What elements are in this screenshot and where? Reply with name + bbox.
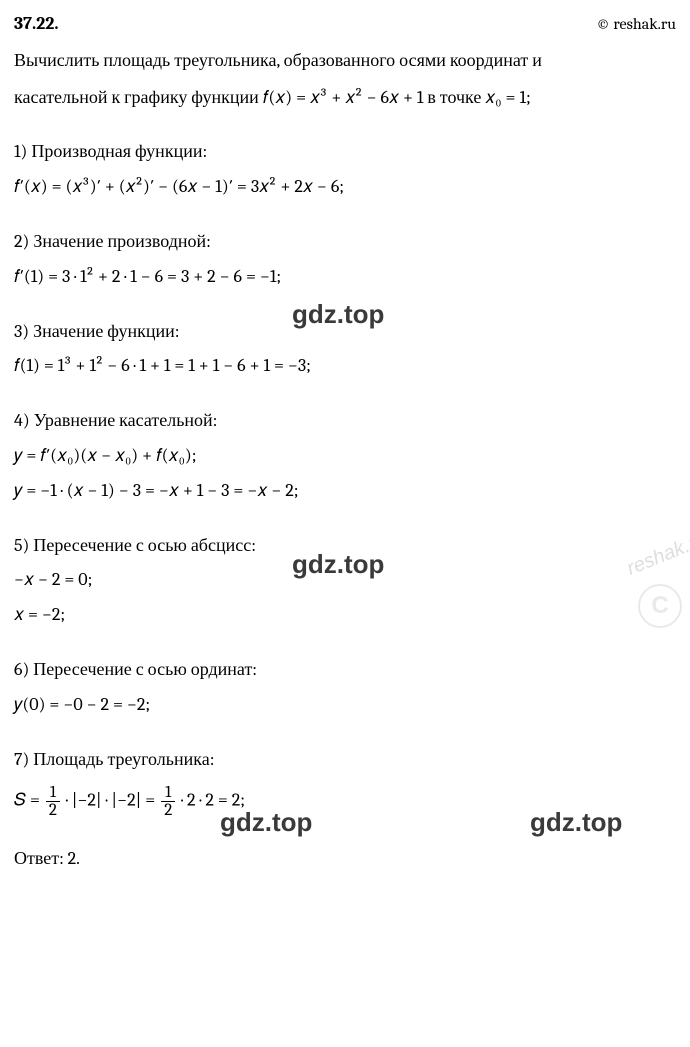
step4-title: 4) Уравнение касательной:: [14, 407, 676, 436]
step7-title: 7) Площадь треугольника:: [14, 746, 676, 775]
problem-number: 37.22.: [14, 10, 59, 39]
copyright-text: © reshak.ru: [596, 12, 676, 38]
step4-equation1: 𝑦 = 𝑓′(𝑥₀)(𝑥 − 𝑥₀) + 𝑓(𝑥₀);: [14, 442, 676, 471]
step4-equation2: 𝑦 = −1 · (𝑥 − 1) − 3 = −𝑥 + 1 − 3 = −𝑥 −…: [14, 477, 676, 506]
step5-title: 5) Пересечение с осью абсцисс:: [14, 532, 676, 561]
step7-mid1: · |−2| · |−2| =: [62, 790, 159, 811]
fraction-half-1: 12: [46, 784, 60, 819]
problem-statement-line2: касательной к графику функции 𝑓(𝑥) = 𝑥³ …: [14, 84, 676, 113]
step3-title: 3) Значение функции:: [14, 318, 676, 347]
step7-prefix: 𝑆 =: [14, 790, 44, 811]
step7-mid2: · 2 · 2 = 2;: [177, 790, 245, 811]
answer-line: Ответ: 2.: [14, 845, 676, 874]
step2-title: 2) Значение производной:: [14, 228, 676, 257]
step1-equation: 𝑓′(𝑥) = (𝑥³)′ + (𝑥²)′ − (6𝑥 − 1)′ = 3𝑥² …: [14, 173, 676, 202]
step5-equation2: 𝑥 = −2;: [14, 601, 676, 630]
step3-equation: 𝑓(1) = 1³ + 1² − 6 · 1 + 1 = 1 + 1 − 6 +…: [14, 352, 676, 381]
step1-title: 1) Производная функции:: [14, 138, 676, 167]
problem-statement-line1: Вычислить площадь треугольника, образова…: [14, 47, 676, 76]
step6-title: 6) Пересечение с осью ординат:: [14, 656, 676, 685]
step2-equation: 𝑓′(1) = 3 · 1² + 2 · 1 − 6 = 3 + 2 − 6 =…: [14, 263, 676, 292]
step7-equation: 𝑆 = 12 · |−2| · |−2| = 12 · 2 · 2 = 2;: [14, 784, 676, 819]
fraction-half-2: 12: [161, 784, 175, 819]
step6-equation: 𝑦(0) = −0 − 2 = −2;: [14, 691, 676, 720]
step5-equation1: −𝑥 − 2 = 0;: [14, 566, 676, 595]
